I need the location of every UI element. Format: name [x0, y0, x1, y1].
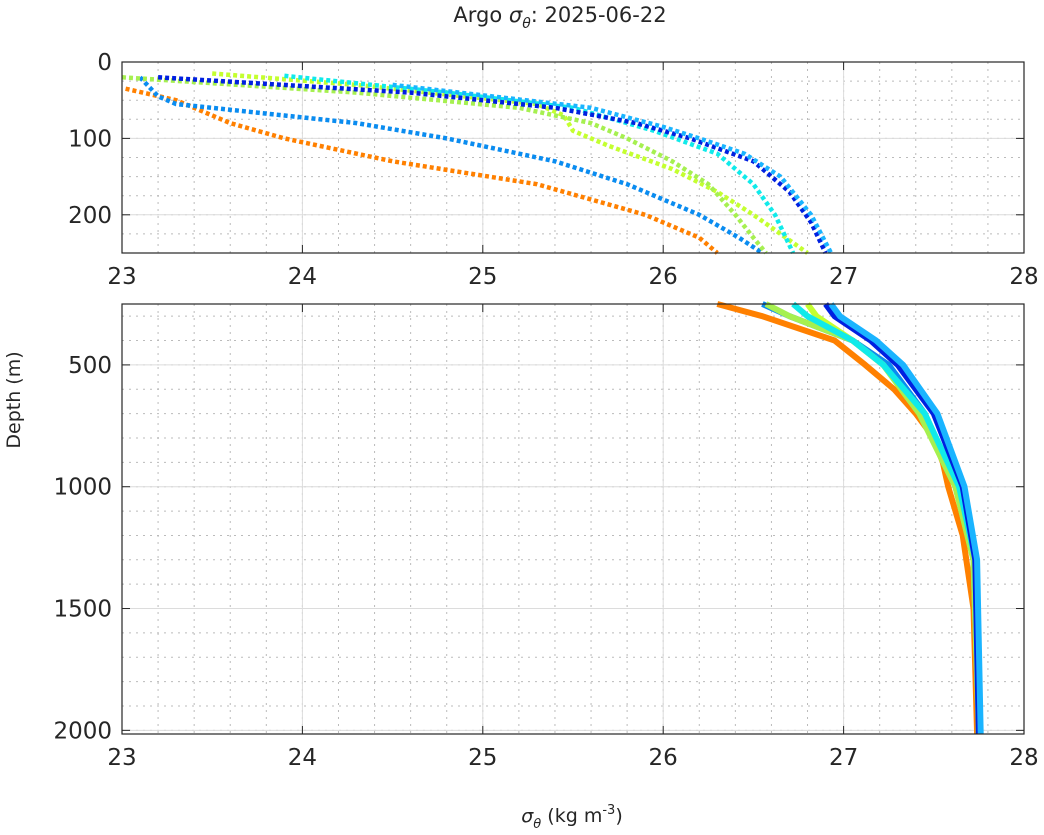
series-group [716, 301, 984, 735]
x-tick-label: 27 [829, 264, 858, 290]
profile-skyblue [828, 302, 984, 735]
x-tick-label: 28 [1009, 264, 1038, 290]
y-axis-label: Depth (m) [3, 351, 25, 448]
y-tick-label: 1500 [53, 597, 112, 623]
x-tick-label: 25 [468, 745, 497, 771]
profile-lime [212, 71, 809, 255]
y-tick-label: 2000 [53, 718, 112, 744]
profile-orange [716, 301, 981, 735]
x-tick-label: 23 [107, 264, 136, 290]
profile-cyan [791, 301, 982, 735]
x-tick-label: 25 [468, 264, 497, 290]
profile-blue [138, 75, 764, 255]
profile-skyblue [392, 82, 833, 255]
y-tick-label: 200 [68, 203, 112, 229]
x-tick-label: 23 [107, 745, 136, 771]
x-tick-label: 24 [288, 745, 317, 771]
chart-title: Argo σθ: 2025-06-22 [453, 3, 666, 32]
y-tick-label: 100 [68, 126, 112, 152]
series-group [121, 71, 833, 255]
profile-cyan [284, 73, 796, 254]
profile-darkblue [157, 75, 828, 254]
x-tick-label: 24 [288, 264, 317, 290]
x-tick-label: 28 [1009, 745, 1038, 771]
x-tick-label: 26 [649, 745, 678, 771]
profile-orange [125, 86, 719, 255]
x-axis-label: σθ (kg m-3) [521, 803, 622, 832]
y-tick-label: 1000 [53, 475, 112, 501]
profile-green [121, 75, 768, 255]
panel-upper: 23 24 25 26 27 28 0 100 200 [68, 50, 1039, 290]
x-tick-label: 27 [829, 745, 858, 771]
axes-box [121, 61, 1025, 254]
x-tick-label: 26 [649, 264, 678, 290]
y-tick-label: 0 [97, 50, 112, 76]
axes-box [121, 303, 1025, 735]
panel-lower: 23 24 25 26 27 28 500 1000 1500 2000 [53, 301, 1039, 771]
y-tick-label: 500 [68, 353, 112, 379]
